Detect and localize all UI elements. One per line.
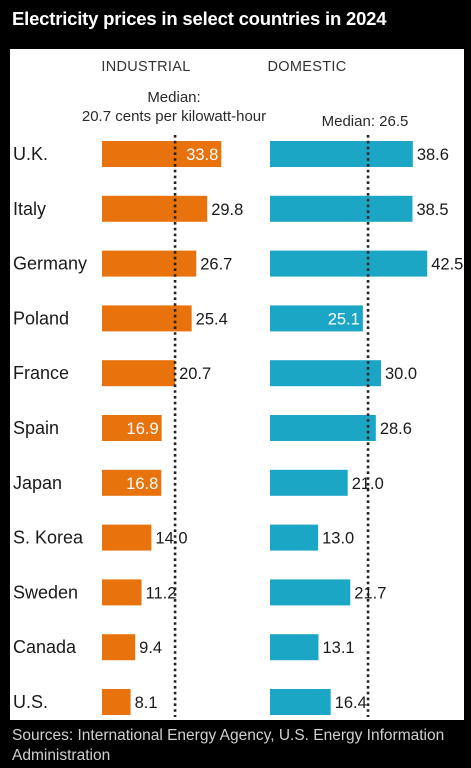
value-label: 25.1 [328, 310, 360, 328]
bar [270, 634, 319, 661]
value-label: 21.7 [354, 584, 386, 602]
category-label: U.K. [13, 144, 48, 164]
value-label: 8.1 [135, 694, 158, 712]
bar [102, 689, 131, 715]
bar [102, 634, 136, 661]
category-label: Canada [13, 637, 77, 657]
category-label: Sweden [13, 582, 78, 602]
value-label: 16.8 [126, 475, 158, 493]
bar [270, 305, 363, 332]
bar [102, 415, 162, 441]
value-label: 29.8 [211, 201, 243, 219]
bar [270, 250, 428, 277]
sources-note: Sources: International Energy Agency, U.… [12, 727, 445, 764]
section-header: INDUSTRIAL [101, 59, 190, 75]
value-label: 16.4 [335, 694, 367, 712]
bar [270, 524, 319, 551]
value-label: 9.4 [139, 639, 162, 657]
bar [102, 524, 152, 551]
bar [102, 195, 208, 222]
bar [102, 250, 197, 277]
chart-title: Electricity prices in select countries i… [12, 8, 387, 29]
value-label: 33.8 [186, 146, 218, 164]
section-header: DOMESTIC [268, 59, 347, 75]
bar [270, 415, 376, 441]
category-label: France [13, 363, 69, 383]
median-label: Median: 26.5 [322, 113, 409, 130]
bar-chart: U.K. Italy Germany Poland France Spain Japan S.… [13, 59, 463, 717]
bar [102, 141, 222, 167]
value-label: 16.9 [127, 420, 159, 438]
bar [270, 141, 413, 167]
category-label: Poland [13, 308, 69, 328]
value-label: 21.0 [352, 475, 384, 493]
bar [270, 195, 413, 222]
bar [102, 469, 162, 496]
value-label: 13.1 [322, 639, 354, 657]
bar [270, 469, 348, 496]
category-label: Germany [13, 254, 87, 274]
chart-panel: U.K. Italy Germany Poland France Spain Japan S.… [10, 49, 464, 720]
value-label: 20.7 [179, 365, 211, 383]
median-label: 20.7 cents per kilowatt-hour [82, 108, 266, 125]
value-label: 25.4 [196, 310, 228, 328]
value-label: 30.0 [385, 365, 417, 383]
value-label: 11.2 [146, 584, 177, 602]
category-label: Spain [13, 418, 59, 438]
bar [270, 689, 331, 715]
category-label: U.S. [13, 692, 48, 712]
category-label: Italy [13, 199, 46, 219]
value-label: 13.0 [322, 530, 354, 548]
value-label: 28.6 [380, 420, 412, 438]
value-label: 26.7 [200, 256, 232, 274]
value-label: 38.5 [416, 201, 448, 219]
value-label: 42.5 [431, 256, 463, 274]
bar [102, 579, 142, 606]
value-label: 38.6 [417, 146, 449, 164]
bar [270, 579, 351, 606]
bar [102, 360, 176, 387]
median-label: Median: [147, 89, 200, 106]
bar [270, 360, 381, 387]
value-label: 14.0 [155, 530, 187, 548]
bar [102, 305, 192, 332]
category-label: Japan [13, 473, 62, 493]
category-label: S. Korea [13, 528, 84, 548]
